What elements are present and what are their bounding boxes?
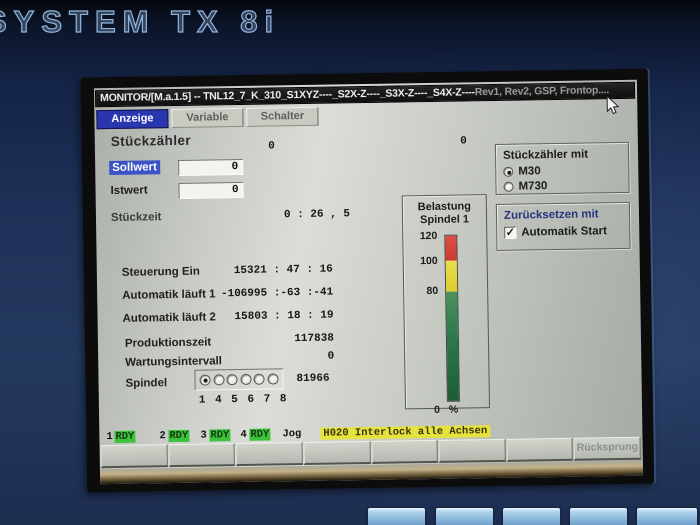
monitor-title-text: MONITOR/[M.a.1.5] -- TNL12_7_K_310_S1XYZ… [100, 86, 475, 105]
channel-3-rdy-badge: RDY [209, 429, 231, 442]
wartungsintervall-label: Wartungsintervall [125, 355, 223, 369]
softkey-5[interactable] [371, 439, 438, 464]
softkey-2[interactable] [168, 443, 236, 468]
sollwert-label: Sollwert [109, 160, 161, 176]
produktionszeit-value: 117838 [294, 332, 335, 346]
channel-1-rdy-badge: RDY [114, 430, 136, 443]
mouse-cursor-icon [606, 95, 620, 115]
softkey-3[interactable] [235, 442, 303, 467]
spindel-value: 81966 [296, 372, 330, 386]
automatik-start-label: Automatik Start [521, 225, 607, 239]
m30-radio[interactable] [503, 166, 514, 177]
counter-top-left: 0 [268, 140, 275, 153]
steuerung-ein-value: 15321 : 47 : 16 [233, 263, 333, 278]
zuruecksetzen-mit-title: Zurücksetzen mit [503, 208, 599, 222]
automatik-start-checkbox[interactable]: ✓ [504, 226, 517, 239]
gauge-segment-red [445, 235, 457, 261]
option-m30[interactable]: M30 [503, 164, 628, 178]
stueckzeit-label: Stückzeit [110, 211, 162, 225]
spindel-label: Spindel [125, 377, 168, 390]
softkey-4[interactable] [303, 440, 371, 466]
steuerung-ein-label: Steuerung Ein [121, 265, 200, 279]
stueckzeit-value: 0 : 26 , 5 [283, 208, 351, 222]
gauge-title-line2: Spindel 1 [420, 213, 470, 227]
channel-3-num: 3 [200, 429, 207, 442]
tab-anzeige[interactable]: Anzeige [96, 109, 169, 130]
softkey-ruecksprung[interactable]: Rücksprung [573, 436, 641, 461]
gauge-title-line1: Belastung [417, 200, 472, 214]
panel-hardkey-4[interactable] [570, 508, 627, 525]
zuruecksetzen-mit-group: Zurücksetzen mit ✓ Automatik Start [495, 201, 631, 251]
softkey-1[interactable] [100, 444, 168, 469]
automatik-laeuft-2-label: Automatik läuft 2 [122, 311, 216, 325]
channel-4-rdy-badge: RDY [249, 428, 271, 441]
stueckzaehler-mit-title: Stückzähler mit [502, 148, 589, 162]
automatik-laeuft-2-value: 15803 : 18 : 19 [234, 309, 334, 324]
softkey-7[interactable] [506, 437, 574, 462]
spindel-radio-4[interactable] [213, 374, 225, 386]
control-screen: MONITOR/[M.a.1.5] -- TNL12_7_K_310_S1XYZ… [80, 68, 655, 493]
panel-hardkey-3[interactable] [503, 508, 560, 525]
spindel-radio-1[interactable] [199, 374, 211, 386]
automatik-laeuft-1-label: Automatik läuft 1 [122, 288, 216, 302]
machine-brand-label: SYSTEM TX 8i [0, 3, 281, 39]
option-automatik-start[interactable]: ✓ Automatik Start [504, 225, 629, 239]
counter-top-right: 0 [460, 135, 467, 148]
panel-hardkey-1[interactable] [368, 508, 425, 525]
gauge-bottom-label: 0 % [433, 403, 462, 416]
spindel-numbers: 1 4 5 6 7 8 [198, 393, 289, 407]
m730-radio[interactable] [503, 181, 514, 192]
gauge-bar [444, 234, 460, 402]
channel-1-num: 1 [106, 431, 113, 444]
produktionszeit-label: Produktionszeit [124, 336, 212, 350]
channel-4-num: 4 [240, 428, 247, 442]
tab-bar: Anzeige Variable Schalter [96, 106, 319, 130]
panel-hardkey-5[interactable] [637, 508, 697, 525]
gauge-tick-120: 120 [419, 229, 438, 243]
panel-hardkey-2[interactable] [436, 508, 493, 525]
m730-label: M730 [518, 180, 548, 193]
channel-2-rdy-badge: RDY [168, 429, 190, 443]
istwert-input[interactable]: 0 [178, 181, 244, 199]
softkey-6[interactable] [438, 438, 506, 463]
gauge-segment-green [446, 291, 459, 401]
option-m730[interactable]: M730 [503, 179, 628, 193]
gauge-tick-100: 100 [420, 254, 438, 268]
channel-2-num: 2 [159, 430, 166, 443]
monitor-title-bar: MONITOR/[M.a.1.5] -- TNL12_7_K_310_S1XYZ… [94, 81, 636, 108]
tab-variable[interactable]: Variable [171, 107, 244, 129]
stueckzaehler-mit-group: Stückzähler mit M30 M730 [494, 141, 630, 195]
tab-schalter[interactable]: Schalter [246, 106, 319, 127]
istwert-label: Istwert [110, 184, 148, 198]
mode-indicator: Jog [282, 428, 302, 441]
gauge-segment-yellow [445, 260, 458, 292]
wartungsintervall-value: 0 [327, 350, 335, 363]
gauge-tick-80: 80 [426, 284, 439, 298]
stueckzaehler-heading: Stückzähler [110, 132, 192, 150]
monitor-title-suffix: Rev1, Rev2, GSP, Frontop.... [474, 84, 610, 99]
spindle-load-gauge: Belastung Spindel 1 120 100 80 0 % [401, 194, 491, 416]
sollwert-input[interactable]: 0 [178, 158, 244, 176]
automatik-laeuft-1-value: -106995 :-63 :-41 [220, 286, 334, 301]
lcd-display: MONITOR/[M.a.1.5] -- TNL12_7_K_310_S1XYZ… [93, 79, 644, 485]
alarm-message: H020 Interlock alle Achsen [320, 425, 491, 440]
m30-label: M30 [518, 165, 541, 178]
